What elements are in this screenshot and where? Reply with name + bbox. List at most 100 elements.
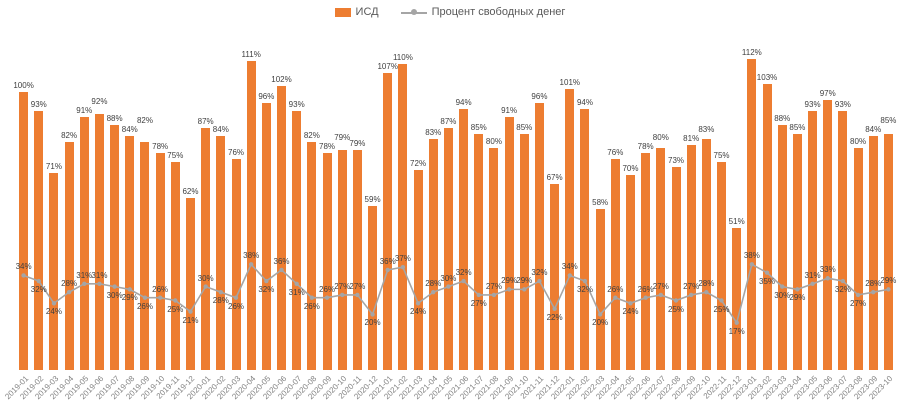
bar [519,133,529,370]
line-value-label: 34% [15,262,32,272]
line-point [112,284,117,289]
line-point [855,292,861,298]
bar-value-label: 73% [667,156,685,166]
line-point [461,278,466,284]
bar [368,205,378,370]
bar [170,161,180,370]
chart-legend: ИСД Процент свободных денег [0,6,900,18]
bar-value-label: 51% [728,217,745,227]
line-value-label: 26% [607,284,624,294]
bar-value-label: 78% [319,142,336,152]
bar-value-label: 96% [531,92,548,102]
bar [534,103,544,370]
bar-value-label: 82% [136,116,153,126]
bar [125,136,135,370]
bar [140,142,150,370]
bar [853,147,863,370]
bar-value-label: 93% [30,100,47,110]
bar-value-label: 94% [455,97,472,107]
bar [686,144,696,370]
line-point [658,292,664,298]
bar [322,153,332,370]
bar [550,183,560,370]
bar [216,136,226,370]
bar-value-label: 107% [377,61,398,71]
line-value-label: 25% [713,304,730,314]
bar [277,86,287,370]
bar [428,139,438,370]
bar-value-label: 100% [13,81,34,90]
bar [762,83,772,370]
line-value-label: 35% [759,276,776,286]
line-point [248,262,254,267]
bar-value-label: 93% [804,100,821,110]
bar [34,111,44,370]
line-point [567,273,572,278]
line-point [506,287,512,292]
bar [292,111,302,370]
bar-value-label: 58% [592,197,609,207]
bar [413,169,423,370]
line-value-label: 38% [243,251,260,261]
bar [868,136,878,370]
line-point [309,295,315,300]
line-point [552,306,557,312]
line-value-label: 32% [455,268,472,278]
bar [459,108,469,370]
bar-value-label: 96% [258,92,275,102]
bar [64,142,74,370]
bar [641,153,651,370]
line-point [749,262,755,267]
line-value-label: 24% [622,307,639,317]
bar [489,147,499,370]
line-value-label: 29% [880,276,897,286]
line-point [142,295,148,300]
bar-value-label: 59% [364,194,381,204]
bar-value-label: 83% [425,128,442,138]
line-value-label: 34% [561,262,578,272]
line-value-label: 26% [319,284,336,294]
bar [504,117,514,370]
line-value-label: 24% [45,307,62,317]
line-point [825,276,830,281]
line-point [415,301,421,306]
line-point [446,284,451,289]
legend-label-free-money: Процент свободных денег [431,6,566,18]
bar [701,139,711,370]
line-value-label: 26% [152,284,169,294]
bar-value-label: 76% [607,147,624,157]
bar [307,142,317,370]
line-point [385,267,390,273]
line-value-label: 38% [743,251,760,261]
bar-value-label: 110% [392,53,413,63]
bar [565,89,575,370]
bar-value-label: 94% [576,97,593,107]
line-point [582,278,588,284]
bar-value-label: 81% [683,133,700,143]
line-value-label: 36% [379,256,396,266]
bar-value-label: 83% [698,124,715,134]
bar-value-label: 102% [271,75,292,85]
bar [883,133,893,370]
line-value-label: 26% [637,284,654,294]
bar-value-label: 87% [197,117,214,127]
bar [808,111,818,370]
legend-item-free-money: Процент свободных денег [400,6,566,18]
bar [261,103,271,370]
line-point [719,298,724,303]
line-swatch-marker-icon [410,9,417,15]
line-point [704,289,709,295]
bar [474,133,484,370]
line-value-label: 32% [576,285,593,295]
line-point [537,278,542,284]
line-point [264,278,269,284]
bar-value-label: 103% [756,72,778,82]
bar [352,150,362,370]
bar-value-label: 78% [637,142,654,152]
line-value-label: 31% [288,287,305,297]
line-value-label: 27% [683,281,700,291]
bar-value-label: 85% [516,122,533,132]
bar-value-label: 84% [865,125,882,135]
line-point [203,284,208,289]
